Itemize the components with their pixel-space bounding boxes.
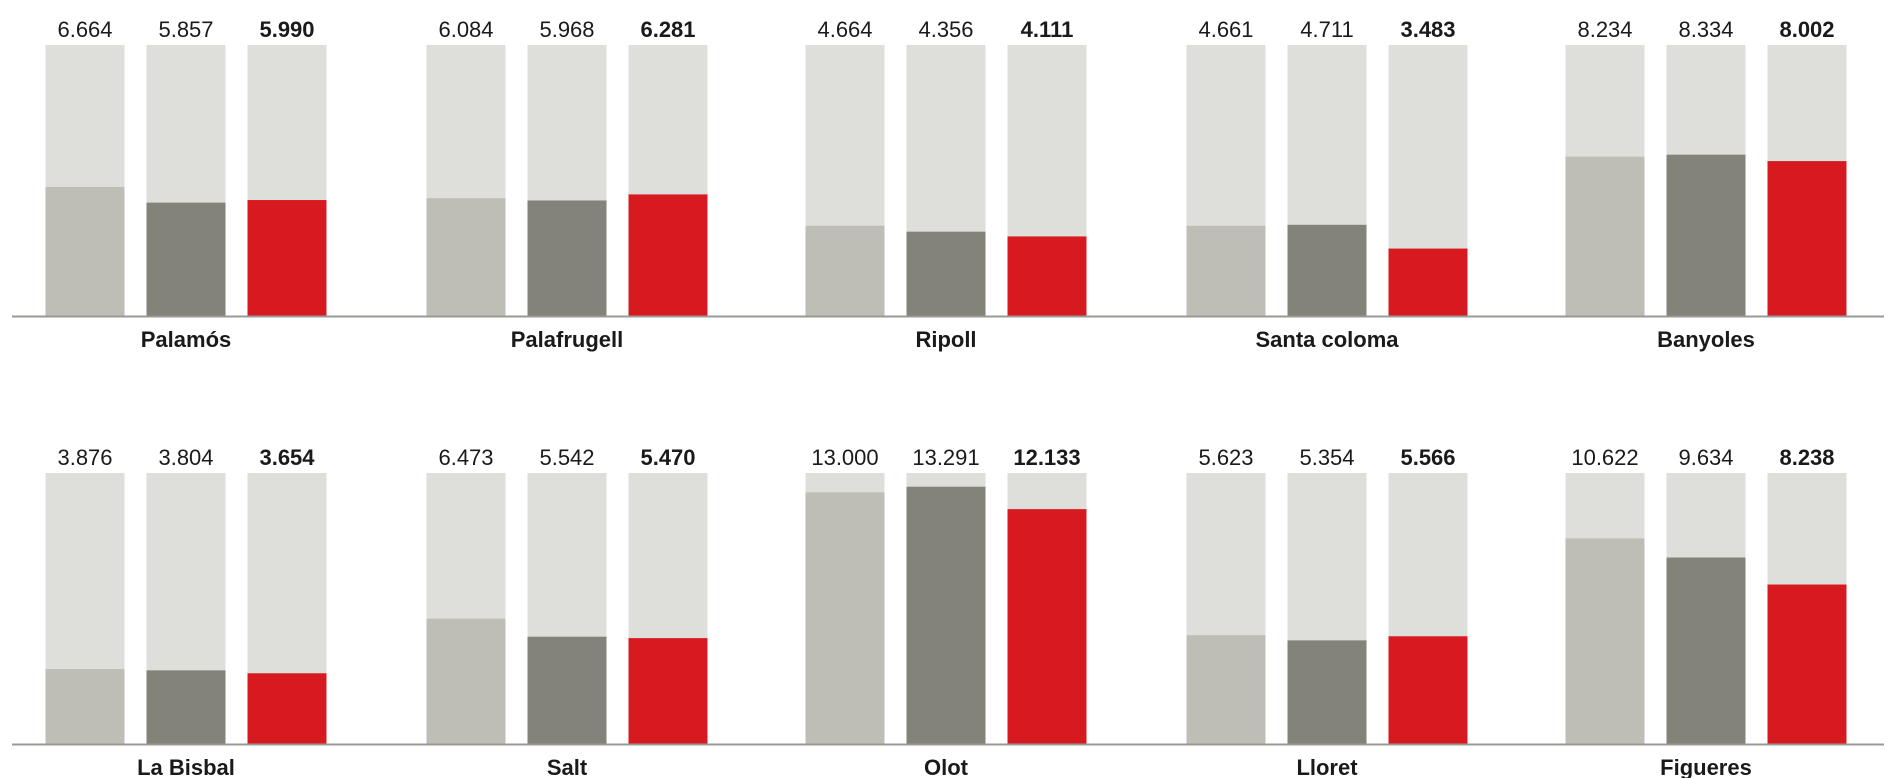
bar-lloret-3 [1388,636,1468,744]
value-label-banyoles-3: 8.002 [1779,17,1834,42]
group-label-ripoll: Ripoll [915,327,976,352]
bar-la-bisbal-3 [247,673,327,744]
bar-banyoles-2 [1666,154,1746,316]
value-label-la-bisbal-2: 3.804 [158,445,213,470]
value-label-lloret-2: 5.354 [1299,445,1354,470]
bar-lloret-1 [1186,635,1266,744]
value-label-palam-s-2: 5.857 [158,17,213,42]
bar-salt-3 [628,638,708,744]
group-label-santa-coloma: Santa coloma [1255,327,1399,352]
value-label-la-bisbal-3: 3.654 [259,445,315,470]
bar-salt-2 [527,636,607,744]
bar-santa-coloma-3 [1388,248,1468,316]
bar-palafrugell-2 [527,200,607,316]
value-label-lloret-1: 5.623 [1198,445,1253,470]
group-label-palafrugell: Palafrugell [511,327,623,352]
value-label-lloret-3: 5.566 [1400,445,1455,470]
bar-banyoles-1 [1565,156,1645,316]
group-label-salt: Salt [547,755,588,778]
group-label-la-bisbal: La Bisbal [137,755,235,778]
value-label-ripoll-2: 4.356 [918,17,973,42]
value-label-santa-coloma-3: 3.483 [1400,17,1455,42]
bar-lloret-2 [1287,640,1367,744]
bar-banyoles-3 [1767,161,1847,316]
value-label-palafrugell-3: 6.281 [640,17,695,42]
bar-la-bisbal-1 [45,668,125,744]
group-label-olot: Olot [924,755,969,778]
value-label-salt-2: 5.542 [539,445,594,470]
value-label-figueres-3: 8.238 [1779,445,1834,470]
bar-palafrugell-3 [628,194,708,316]
bar-ripoll-3 [1007,236,1087,316]
bar-santa-coloma-2 [1287,224,1367,316]
bar-olot-1 [805,492,885,744]
value-label-banyoles-1: 8.234 [1577,17,1632,42]
bar-ripoll-1 [805,225,885,316]
bar-palam-s-1 [45,187,125,316]
value-label-salt-1: 6.473 [438,445,493,470]
bar-la-bisbal-2 [146,670,226,744]
group-label-palam-s: Palamós [141,327,232,352]
value-label-palam-s-3: 5.990 [259,17,314,42]
bar-value-layer [45,154,1847,744]
bar-figueres-1 [1565,538,1645,744]
value-label-santa-coloma-1: 4.661 [1198,17,1253,42]
bar-salt-1 [426,618,506,744]
value-label-ripoll-3: 4.111 [1021,17,1074,42]
bar-palam-s-3 [247,200,327,316]
value-label-salt-3: 5.470 [640,445,695,470]
value-label-banyoles-2: 8.334 [1678,17,1733,42]
value-label-figueres-2: 9.634 [1678,445,1733,470]
value-label-figueres-1: 10.622 [1571,445,1638,470]
group-label-lloret: Lloret [1296,755,1358,778]
value-label-santa-coloma-2: 4.711 [1300,17,1353,42]
value-label-palafrugell-2: 5.968 [539,17,594,42]
value-label-olot-2: 13.291 [912,445,979,470]
value-label-palafrugell-1: 6.084 [438,17,493,42]
value-label-ripoll-1: 4.664 [817,17,872,42]
bar-figueres-3 [1767,584,1847,744]
bar-palafrugell-1 [426,198,506,316]
group-label-banyoles: Banyoles [1657,327,1755,352]
value-label-palam-s-1: 6.664 [57,17,112,42]
bar-olot-2 [906,486,986,744]
value-label-olot-3: 12.133 [1013,445,1080,470]
bar-olot-3 [1007,509,1087,744]
group-label-figueres: Figueres [1660,755,1752,778]
value-label-olot-1: 13.000 [811,445,878,470]
bar-figueres-2 [1666,557,1746,744]
bar-palam-s-2 [146,202,226,316]
value-label-la-bisbal-1: 3.876 [57,445,112,470]
bar-santa-coloma-1 [1186,225,1266,316]
baseline-layer [12,315,1884,746]
label-layer: 6.664 5.857 5.990 Palamós 6.084 5.968 6.281 Pal… [57,17,1834,778]
bar-ripoll-2 [906,231,986,316]
